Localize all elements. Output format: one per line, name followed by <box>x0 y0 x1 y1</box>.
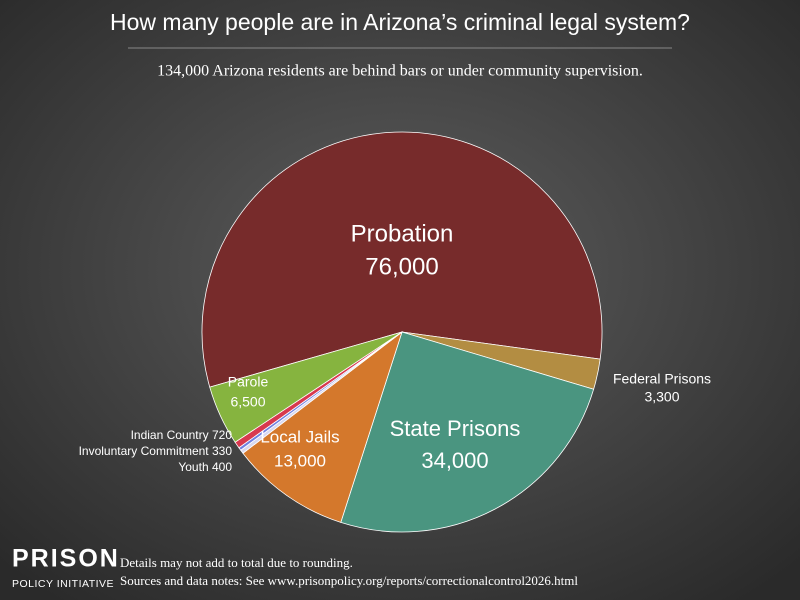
chart-subtitle: 134,000 Arizona residents are behind bar… <box>157 63 643 80</box>
slice-label: Involuntary Commitment 330 <box>79 444 233 458</box>
value-label: 720 <box>212 428 232 442</box>
footer-note: Details may not add to total due to roun… <box>120 555 353 570</box>
pie <box>201 131 603 533</box>
value-label: 3,300 <box>644 389 679 405</box>
slice-label: Youth 400 <box>178 460 232 474</box>
value-label: 34,000 <box>421 448 488 473</box>
category-name: Youth <box>178 460 208 474</box>
category-name: Probation <box>351 220 454 247</box>
slice-label: Indian Country 720 <box>131 428 233 442</box>
value-label: 6,500 <box>230 394 265 410</box>
category-name: Indian Country <box>131 428 209 442</box>
value-label: 400 <box>212 460 232 474</box>
category-name: Parole <box>228 374 269 390</box>
category-name: Involuntary Commitment <box>79 444 210 458</box>
footer-note: Sources and data notes: See www.prisonpo… <box>120 573 578 588</box>
category-name: Federal Prisons <box>613 371 711 387</box>
value-label: 330 <box>212 444 232 458</box>
chart-title: How many people are in Arizona’s crimina… <box>110 9 690 35</box>
category-name: Local Jails <box>260 427 339 446</box>
pie-slice <box>340 331 595 533</box>
pie-slice <box>209 331 403 443</box>
pie-slice <box>201 131 603 388</box>
value-label: 76,000 <box>365 253 438 280</box>
category-name: State Prisons <box>390 416 521 441</box>
value-label: 13,000 <box>274 451 326 470</box>
logo-top: PRISON <box>12 545 120 573</box>
logo-bottom: POLICY INITIATIVE <box>12 578 114 590</box>
pie-slice <box>242 330 403 523</box>
labels: Probation 76,000 Federal Prisons 3,300 State… <box>79 220 711 474</box>
